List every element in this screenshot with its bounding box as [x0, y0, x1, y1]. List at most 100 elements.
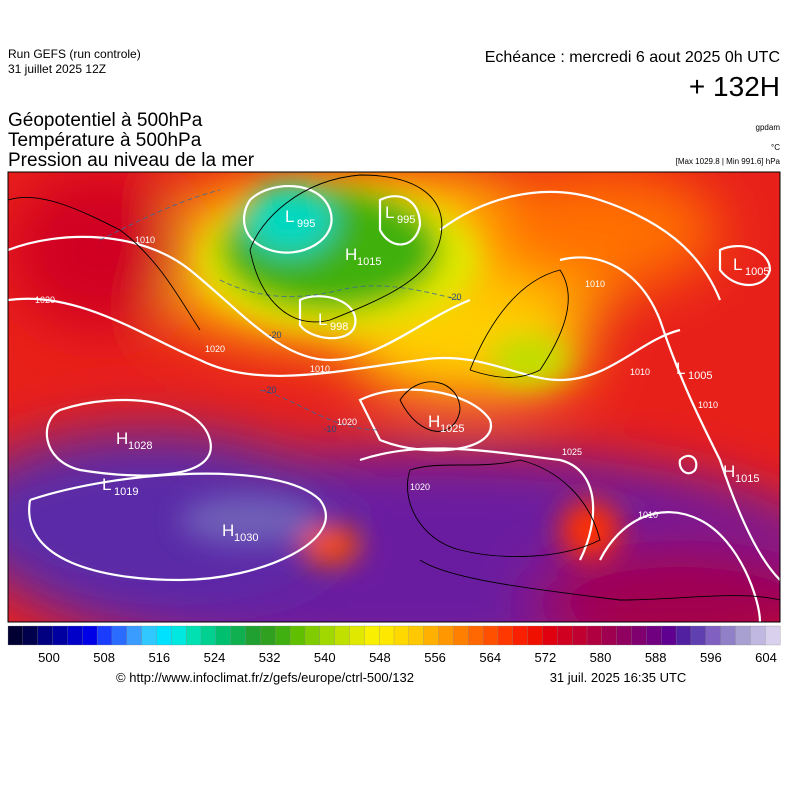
center-value: 1019 [114, 486, 138, 498]
center-letter: L [285, 207, 294, 226]
contour-label: -20 [448, 292, 461, 302]
contour-label: 1010 [638, 510, 658, 520]
colorbar-swatch [52, 625, 68, 646]
colorbar-tick-label: 532 [259, 650, 281, 665]
colorbar-tick-label: 564 [479, 650, 501, 665]
colorbar-swatch [765, 625, 781, 646]
colorbar-tick-label: 572 [535, 650, 557, 665]
colorbar-swatch [572, 625, 588, 646]
colorbar-swatch [67, 625, 83, 646]
colorbar-tick-label: 508 [93, 650, 115, 665]
colorbar-swatch [349, 625, 365, 646]
contour-label: -20 [268, 330, 281, 340]
echeance: Echéance : mercredi 6 aout 2025 0h UTC [485, 49, 780, 66]
colorbar-swatch [186, 625, 202, 646]
colorbar-swatch [126, 625, 143, 646]
colorbar-tick-label: 548 [369, 650, 391, 665]
colorbar-tick-label: 604 [755, 650, 777, 665]
center-letter: H [116, 429, 128, 448]
colorbar-swatch [675, 625, 692, 646]
center-letter: H [222, 521, 234, 540]
colorbar-swatch [230, 625, 246, 646]
colorbar-swatch [720, 625, 736, 646]
colorbar-swatch [364, 625, 380, 646]
center-letter: L [102, 475, 111, 494]
colorbar-swatch [705, 625, 722, 646]
contour-label: 1010 [310, 364, 330, 374]
run: Run GEFS (run controle) [8, 47, 141, 61]
colorbar-swatch [512, 625, 529, 646]
title: Température à 500hPa [8, 130, 202, 151]
colorbar-swatch [438, 625, 454, 646]
center-letter: H [428, 412, 440, 431]
map [8, 172, 780, 622]
colorbar-tick-label: 516 [148, 650, 170, 665]
colorbar-swatch [661, 625, 677, 646]
colorbar-swatch [393, 625, 410, 646]
contour-label: 1020 [205, 344, 225, 354]
title: Géopotentiel à 500hPa [8, 110, 203, 131]
contour-label: 1020 [410, 482, 430, 492]
colorbar-swatch [423, 625, 439, 646]
center-value: 998 [330, 321, 348, 333]
run-date: 31 juillet 2025 12Z [8, 62, 106, 76]
unit: gpdam [756, 123, 781, 132]
colorbar-swatch [260, 625, 276, 646]
contour-label: 1025 [562, 447, 582, 457]
center-value: 995 [297, 218, 315, 230]
colorbar-swatch [200, 625, 217, 646]
source-url: © http://www.infoclimat.fr/z/gefs/europe… [116, 670, 414, 685]
colorbar-swatch [542, 625, 558, 646]
colorbar-swatch [96, 625, 113, 646]
center-letter: L [318, 310, 327, 329]
contour-label: 1010 [698, 400, 718, 410]
colorbar-swatch [22, 625, 39, 646]
center-value: 1025 [440, 423, 464, 435]
colorbar-swatch [735, 625, 751, 646]
colorbar-swatch [156, 625, 172, 646]
center-letter: H [723, 462, 735, 481]
colorbar-swatch [631, 625, 647, 646]
center-value: 1005 [688, 370, 712, 382]
colorbar-swatch [750, 625, 766, 646]
contour-label: 1010 [585, 279, 605, 289]
center-letter: H [345, 245, 357, 264]
colorbar-swatch [334, 625, 350, 646]
colorbar-swatch [408, 625, 425, 646]
colorbar-swatch [171, 625, 187, 646]
colorbar-tick-label: 540 [314, 650, 336, 665]
colorbar-swatch [141, 625, 157, 646]
contour-label: 1010 [135, 235, 155, 245]
colorbar-swatch [527, 625, 543, 646]
colorbar-swatch [482, 625, 499, 646]
center-letter: L [676, 359, 685, 378]
colorbar-swatch [82, 625, 98, 646]
colorbar-swatch [37, 625, 53, 646]
colorbar-swatch [646, 625, 662, 646]
timestamp: 31 juil. 2025 16:35 UTC [550, 670, 687, 685]
colorbar-swatch [7, 625, 24, 646]
colorbar-swatch [319, 625, 336, 646]
contour-label: 1020 [35, 295, 55, 305]
colorbar-swatch [289, 625, 306, 646]
colorbar-swatch [586, 625, 603, 646]
colorbar-swatch [245, 625, 261, 646]
contour-label: -10 [323, 424, 336, 434]
unit: [Max 1029.8 | Min 991.6] hPa [676, 157, 781, 166]
colorbar-tick-label: 524 [204, 650, 226, 665]
center-value: 1015 [735, 473, 759, 485]
colorbar-tick-label: 500 [38, 650, 60, 665]
unit: °C [771, 143, 780, 152]
center-value: 1028 [128, 440, 152, 452]
colorbar-swatch [690, 625, 707, 646]
contour-label: 1010 [630, 367, 650, 377]
colorbar-swatch [468, 625, 484, 646]
colorbar-swatch [215, 625, 232, 646]
colorbar-swatch [275, 625, 291, 646]
colorbar-swatch [616, 625, 632, 646]
center-letter: L [385, 203, 394, 222]
center-value: 995 [397, 214, 415, 226]
colorbar-swatch [379, 625, 395, 646]
colorbar-swatch [453, 625, 469, 646]
